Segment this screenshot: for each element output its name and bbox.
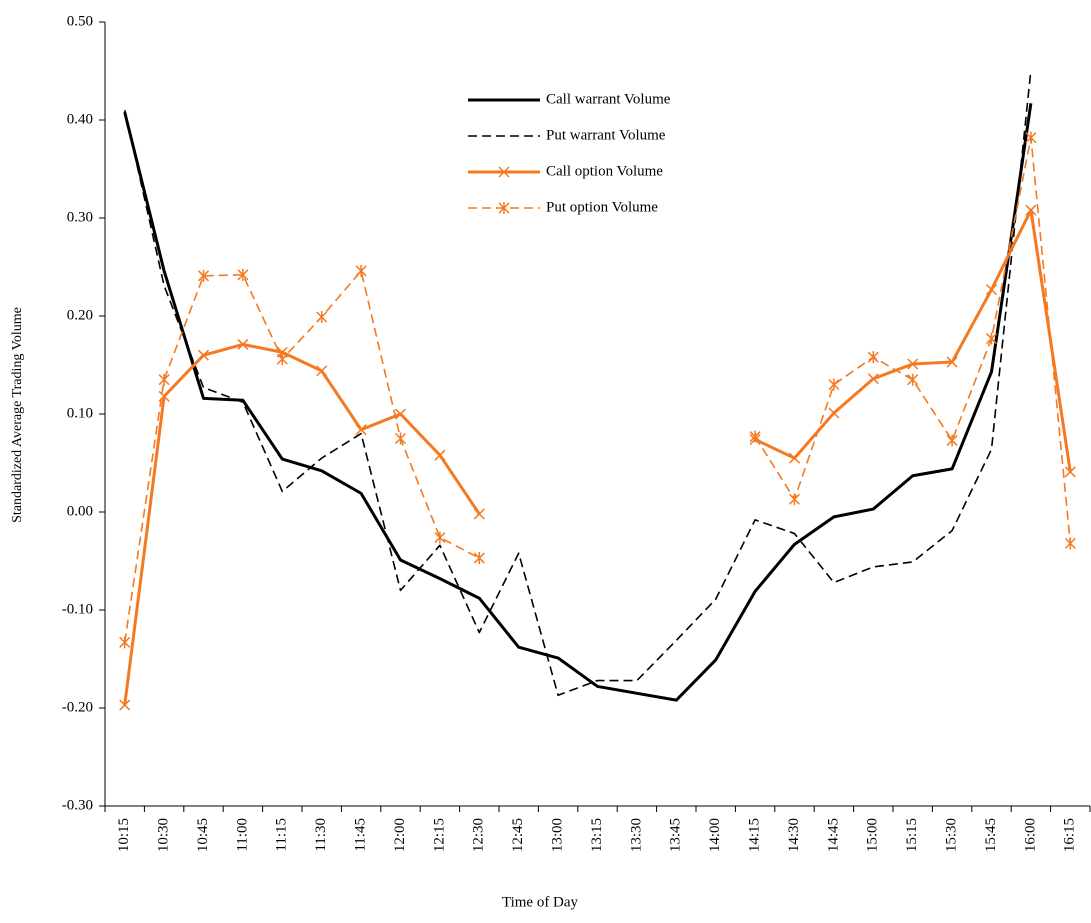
marker — [434, 449, 446, 461]
marker — [119, 636, 131, 649]
x-tick-label: 15:30 — [944, 818, 960, 852]
marker — [237, 268, 249, 281]
y-tick-label: -0.10 — [62, 601, 93, 617]
marker — [498, 166, 510, 178]
marker — [749, 430, 761, 443]
x-tick-label: 11:30 — [313, 818, 329, 852]
y-tick-label: -0.20 — [62, 699, 93, 715]
series-line — [123, 69, 1032, 697]
marker — [316, 310, 328, 323]
x-tick-label: 11:00 — [234, 818, 250, 852]
series-line — [123, 208, 1072, 706]
marker — [1064, 537, 1076, 550]
x-tick-label: 10:30 — [156, 818, 172, 852]
marker — [946, 434, 958, 447]
marker — [394, 408, 407, 420]
marker — [828, 378, 840, 391]
marker — [276, 353, 288, 366]
marker — [788, 452, 801, 464]
marker — [907, 358, 919, 370]
y-tick-label: 0.50 — [67, 13, 93, 29]
x-tick-label: 16:15 — [1062, 818, 1078, 852]
x-tick-label: 13:15 — [589, 818, 605, 852]
marker — [828, 407, 840, 419]
x-tick-label: 14:30 — [786, 818, 802, 852]
series-line — [123, 103, 1033, 702]
marker — [985, 332, 998, 345]
x-tick-label: 11:15 — [274, 818, 290, 852]
y-tick-label: 0.20 — [67, 307, 93, 323]
marker — [867, 351, 879, 364]
x-axis-title: Time of Day — [502, 894, 579, 910]
x-tick-label: 14:45 — [825, 818, 841, 852]
marker — [355, 424, 367, 436]
y-tick-label: -0.30 — [62, 797, 93, 813]
x-tick-label: 12:15 — [431, 818, 447, 852]
x-tick-label: 15:15 — [904, 818, 920, 852]
marker — [946, 356, 958, 368]
y-tick-label: 0.30 — [67, 209, 93, 225]
x-tick-label: 12:30 — [471, 818, 487, 852]
marker — [316, 365, 328, 377]
marker — [119, 699, 131, 711]
x-tick-label: 12:00 — [392, 818, 408, 852]
y-tick-label: 0.40 — [67, 111, 93, 127]
x-tick-label: 13:30 — [628, 818, 644, 852]
marker — [355, 264, 367, 277]
marker — [237, 338, 249, 350]
x-tick-label: 14:00 — [707, 818, 723, 852]
x-tick-label: 10:45 — [195, 818, 211, 852]
marker — [197, 349, 210, 361]
x-tick-label: 11:45 — [353, 818, 369, 852]
marker — [985, 284, 998, 296]
marker — [434, 531, 446, 544]
marker — [394, 432, 407, 445]
y-axis-title: Standardized Average Trading Volume — [10, 307, 25, 523]
x-tick-label: 15:45 — [983, 818, 999, 852]
x-tick-label: 12:45 — [510, 818, 526, 852]
marker — [1025, 131, 1037, 144]
marker — [473, 508, 485, 520]
x-tick-label: 14:15 — [747, 818, 763, 852]
x-tick-label: 16:00 — [1022, 818, 1038, 852]
marker — [907, 373, 919, 386]
legend-label: Put warrant Volume — [546, 127, 666, 143]
y-tick-label: 0.10 — [67, 405, 93, 421]
marker — [158, 373, 170, 386]
x-tick-label: 15:00 — [865, 818, 881, 852]
marker — [197, 269, 210, 282]
legend-label: Put option Volume — [546, 199, 658, 215]
y-tick-label: 0.00 — [67, 503, 93, 519]
x-tick-label: 13:45 — [668, 818, 684, 852]
x-tick-label: 13:00 — [550, 818, 566, 852]
marker — [867, 373, 879, 385]
legend-label: Call option Volume — [546, 163, 663, 179]
marker — [1064, 466, 1076, 478]
x-tick-label: 10:15 — [116, 818, 132, 852]
legend-label: Call warrant Volume — [546, 91, 671, 107]
marker — [498, 202, 510, 214]
marker — [788, 493, 801, 506]
marker — [1025, 204, 1037, 216]
marker — [473, 552, 485, 565]
